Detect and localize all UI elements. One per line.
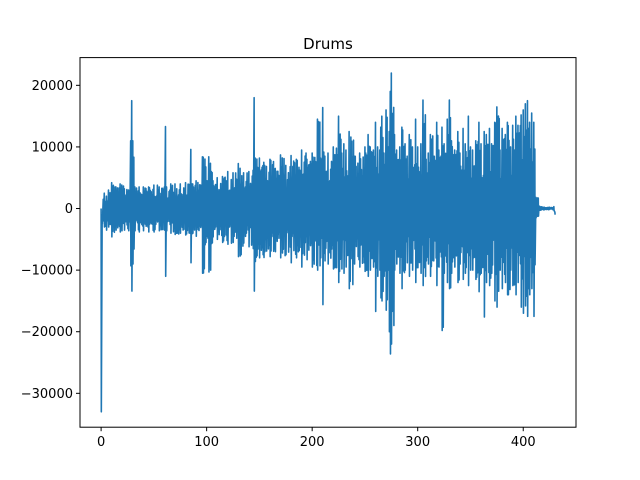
- x-axis: 0 100 200 300 400: [97, 427, 536, 450]
- y-tick-label: −10000: [21, 264, 73, 279]
- y-tick-label: 0: [65, 202, 73, 217]
- x-tick-label: 200: [300, 435, 325, 450]
- x-tick-label: 300: [405, 435, 430, 450]
- x-tick-label: 400: [511, 435, 536, 450]
- y-tick-label: 20000: [32, 79, 73, 94]
- y-tick-label: −30000: [21, 387, 73, 402]
- y-axis: −30000 −20000 −10000 0 10000 20000: [21, 79, 80, 402]
- x-tick-label: 100: [194, 435, 219, 450]
- x-tick-label: 0: [97, 435, 105, 450]
- y-tick-label: 10000: [32, 140, 73, 155]
- series-line-drums: [100, 72, 556, 413]
- chart-title: Drums: [303, 35, 353, 53]
- plot-frame: [79, 57, 577, 428]
- y-tick-label: −20000: [21, 325, 73, 340]
